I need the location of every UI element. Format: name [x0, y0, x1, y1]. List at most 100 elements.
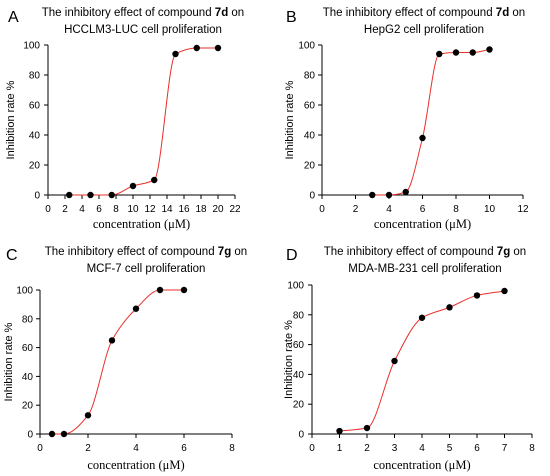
y-axis-label: Inhibition rate % — [283, 320, 295, 399]
x-tick-label: 4 — [419, 443, 425, 454]
data-point — [473, 292, 481, 299]
data-point — [87, 191, 94, 199]
data-point — [391, 357, 398, 365]
fit-curve — [372, 49, 490, 196]
x-axis-label: concentration (μM) — [87, 458, 184, 472]
compound-name: 7g — [218, 246, 231, 258]
y-tick-label: 100 — [287, 281, 304, 292]
data-point — [108, 337, 116, 344]
y-tick-label: 0 — [27, 430, 33, 441]
x-tick-label: 8 — [113, 204, 119, 215]
y-axis-label: Inhibition rate % — [284, 80, 296, 159]
fit-curve — [52, 289, 184, 435]
y-tick-label: 100 — [16, 286, 33, 297]
data-point — [419, 134, 426, 142]
data-point — [156, 286, 164, 294]
chart-subtitle: MCF-7 cell proliferation — [87, 263, 206, 275]
y-tick-label: 60 — [22, 343, 34, 354]
data-point — [180, 286, 188, 294]
compound-name: 7d — [215, 7, 228, 19]
data-point — [214, 44, 222, 52]
chart-panel-d: D The inhibitory effect of compound 7g on… — [283, 246, 535, 472]
data-point — [336, 427, 343, 435]
data-point — [501, 287, 508, 295]
x-tick-label: 5 — [447, 443, 453, 454]
panel-letter: C — [6, 247, 18, 264]
x-tick-label: 10 — [127, 204, 139, 215]
data-point — [151, 176, 158, 184]
data-point — [418, 314, 426, 321]
chart-title: The inhibitory effect of compound 7g on — [324, 246, 526, 258]
x-axis-label: concentration (μM) — [373, 458, 470, 472]
data-point — [48, 430, 56, 438]
y-tick-label: 40 — [29, 131, 41, 142]
x-tick-label: 6 — [420, 204, 426, 215]
fit-curve — [339, 290, 505, 432]
y-tick-label: 60 — [304, 101, 316, 112]
data-point — [369, 191, 376, 199]
data-point — [469, 49, 476, 56]
x-tick-label: 4 — [386, 204, 392, 215]
y-tick-label: 80 — [293, 310, 305, 321]
chart-title: The inhibitory effect of compound 7g on — [45, 246, 247, 258]
chart-title-post: on — [231, 246, 247, 258]
y-tick-label: 100 — [298, 41, 315, 52]
y-tick-label: 80 — [22, 314, 34, 325]
y-tick-label: 60 — [29, 101, 41, 112]
chart-title: The inhibitory effect of compound 7d on — [323, 7, 525, 19]
data-point — [66, 191, 73, 199]
x-tick-label: 4 — [133, 443, 139, 454]
data-point — [436, 50, 443, 58]
x-tick-label: 10 — [484, 204, 496, 215]
x-tick-label: 22 — [229, 204, 241, 215]
x-tick-label: 8 — [453, 204, 459, 215]
x-tick-label: 0 — [319, 204, 325, 215]
data-point — [108, 191, 115, 199]
data-point — [129, 182, 137, 190]
chart-subtitle: HepG2 cell proliferation — [364, 24, 484, 36]
y-tick-label: 40 — [293, 370, 305, 381]
chart-title-post: on — [228, 7, 244, 19]
x-tick-label: 7 — [502, 443, 508, 454]
chart-subtitle: MDA-MB-231 cell proliferation — [348, 263, 501, 275]
y-tick-label: 20 — [293, 400, 305, 411]
x-tick-label: 20 — [212, 204, 224, 215]
chart-title-post: on — [509, 7, 525, 19]
data-point — [172, 50, 179, 58]
data-point — [132, 305, 140, 312]
data-point — [385, 191, 393, 199]
chart-title-pre: The inhibitory effect of compound — [324, 246, 497, 258]
y-tick-label: 80 — [304, 71, 316, 82]
x-tick-label: 18 — [195, 204, 207, 215]
x-tick-label: 2 — [353, 204, 359, 215]
x-tick-label: 8 — [529, 443, 535, 454]
data-point — [452, 49, 460, 56]
data-point — [363, 424, 371, 432]
chart-panel-c: C The inhibitory effect of compound 7g on… — [3, 246, 247, 472]
x-tick-label: 2 — [364, 443, 370, 454]
chart-panel-b: B The inhibitory effect of compound 7d on… — [284, 7, 529, 231]
y-tick-label: 60 — [293, 340, 305, 351]
x-tick-label: 6 — [474, 443, 480, 454]
chart-title-pre: The inhibitory effect of compound — [45, 246, 218, 258]
data-point — [193, 44, 200, 52]
y-tick-label: 80 — [29, 71, 41, 82]
chart-title-pre: The inhibitory effect of compound — [323, 7, 496, 19]
x-tick-label: 2 — [62, 204, 68, 215]
fit-curve — [69, 47, 218, 196]
y-tick-label: 20 — [22, 401, 34, 412]
x-tick-label: 0 — [45, 204, 51, 215]
y-tick-label: 20 — [304, 161, 316, 172]
panel-letter: B — [286, 9, 297, 26]
panel-letter: D — [286, 247, 298, 264]
y-axis-label: Inhibition rate % — [5, 80, 17, 159]
compound-name: 7d — [496, 7, 509, 19]
x-tick-label: 6 — [181, 443, 187, 454]
x-tick-label: 2 — [85, 443, 91, 454]
y-tick-label: 100 — [23, 41, 40, 52]
x-tick-label: 1 — [337, 443, 343, 454]
data-point — [486, 46, 493, 53]
data-point — [402, 188, 409, 196]
x-tick-label: 8 — [229, 443, 235, 454]
